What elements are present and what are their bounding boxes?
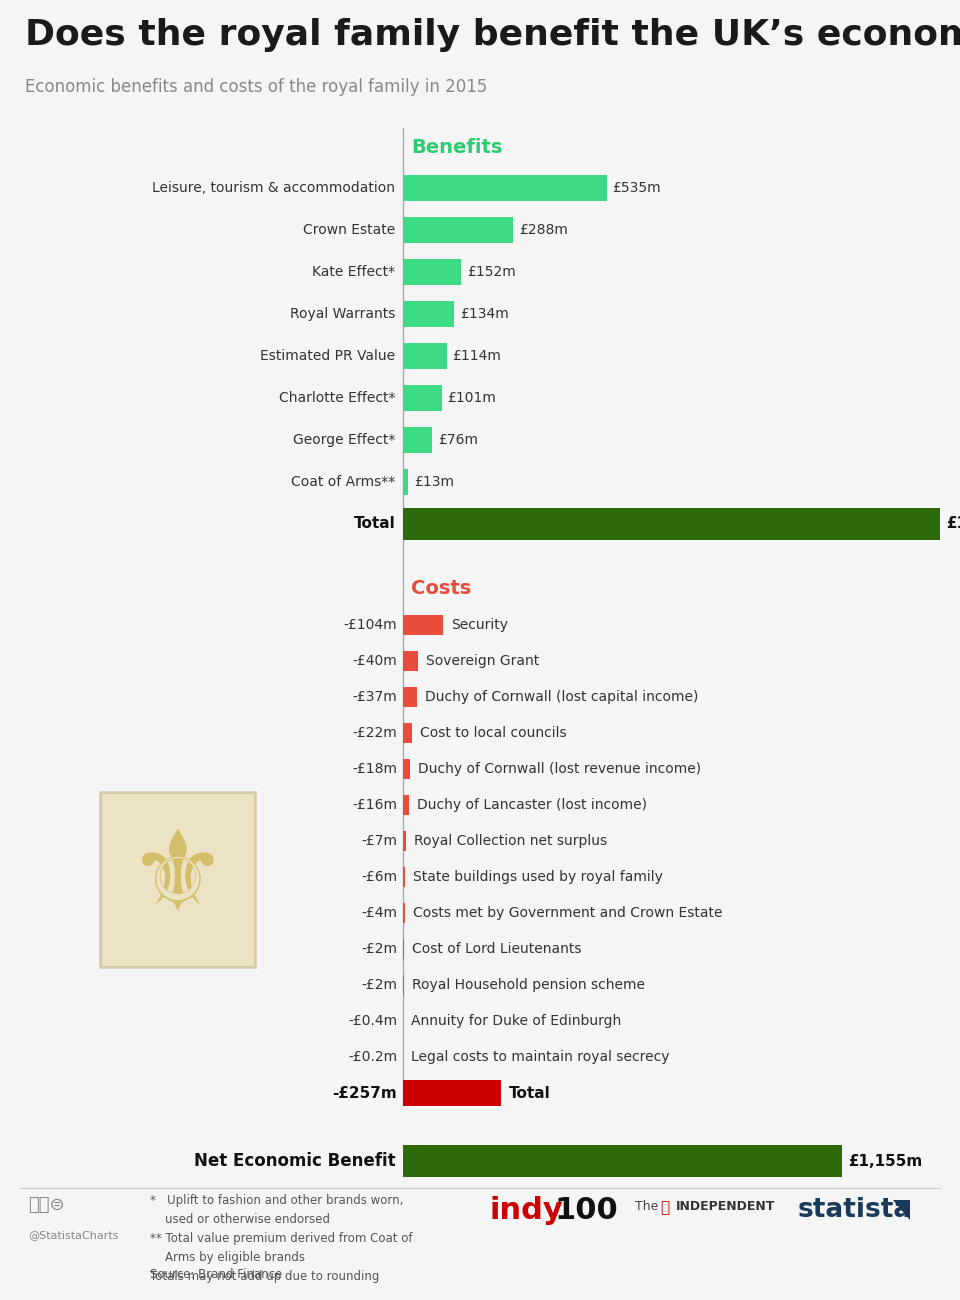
Text: -£104m: -£104m xyxy=(344,618,397,632)
Text: Royal Collection net surplus: Royal Collection net surplus xyxy=(414,835,607,848)
Bar xyxy=(403,796,409,815)
Text: Source: Brand Finance: Source: Brand Finance xyxy=(150,1268,282,1280)
Text: Costs met by Government and Crown Estate: Costs met by Government and Crown Estate xyxy=(413,906,722,920)
Text: Charlotte Effect*: Charlotte Effect* xyxy=(278,391,396,406)
Text: Royal Household pension scheme: Royal Household pension scheme xyxy=(412,978,645,992)
Text: Costs: Costs xyxy=(411,578,471,598)
Text: Total: Total xyxy=(353,516,396,532)
Text: Crown Estate: Crown Estate xyxy=(303,224,396,237)
Text: *   Uplift to fashion and other brands worn,
    used or otherwise endorsed
** T: * Uplift to fashion and other brands wor… xyxy=(150,1193,413,1283)
Bar xyxy=(403,615,443,634)
Text: ⚜: ⚜ xyxy=(128,826,228,932)
Text: £13m: £13m xyxy=(414,474,454,489)
Text: £288m: £288m xyxy=(518,224,567,237)
Text: Estimated PR Value: Estimated PR Value xyxy=(260,348,396,363)
Text: £76m: £76m xyxy=(438,433,478,447)
Text: £535m: £535m xyxy=(612,181,661,195)
Text: £1,412m: £1,412m xyxy=(946,516,960,532)
Text: Duchy of Cornwall (lost revenue income): Duchy of Cornwall (lost revenue income) xyxy=(418,762,701,776)
Text: -£4m: -£4m xyxy=(361,906,397,920)
Text: £134m: £134m xyxy=(460,307,509,321)
Text: Cost to local councils: Cost to local councils xyxy=(420,725,566,740)
Text: Total: Total xyxy=(509,1086,551,1101)
Text: Coat of Arms**: Coat of Arms** xyxy=(291,474,396,489)
Text: statista: statista xyxy=(798,1197,912,1223)
Text: -£7m: -£7m xyxy=(361,835,397,848)
Bar xyxy=(403,343,446,369)
Text: Annuity for Duke of Edinburgh: Annuity for Duke of Edinburgh xyxy=(411,1014,622,1028)
Bar xyxy=(403,508,940,540)
Text: Sovereign Grant: Sovereign Grant xyxy=(426,654,540,668)
Bar xyxy=(403,759,410,779)
Text: The: The xyxy=(635,1200,659,1213)
Text: £114m: £114m xyxy=(452,348,501,363)
Bar xyxy=(403,176,607,202)
Text: -£37m: -£37m xyxy=(352,690,397,705)
Bar xyxy=(403,385,442,411)
Text: Cost of Lord Lieutenants: Cost of Lord Lieutenants xyxy=(412,942,582,956)
Bar xyxy=(403,1145,842,1176)
Text: Economic benefits and costs of the royal family in 2015: Economic benefits and costs of the royal… xyxy=(25,78,488,96)
Bar xyxy=(403,723,412,744)
Text: Security: Security xyxy=(451,618,508,632)
Text: -£40m: -£40m xyxy=(352,654,397,668)
Text: -£0.4m: -£0.4m xyxy=(348,1014,397,1028)
Bar xyxy=(403,831,406,852)
Text: -£6m: -£6m xyxy=(361,870,397,884)
Bar xyxy=(100,792,255,966)
Text: Benefits: Benefits xyxy=(411,138,503,157)
Polygon shape xyxy=(893,1200,910,1219)
Bar xyxy=(403,302,454,328)
Text: @StatistaCharts: @StatistaCharts xyxy=(28,1230,118,1240)
Text: £101m: £101m xyxy=(447,391,496,406)
Text: Leisure, tourism & accommodation: Leisure, tourism & accommodation xyxy=(153,181,396,195)
Bar xyxy=(403,217,513,243)
Text: INDEPENDENT: INDEPENDENT xyxy=(676,1200,776,1213)
Text: Ⓢ: Ⓢ xyxy=(660,1200,669,1216)
Text: 100: 100 xyxy=(554,1196,617,1225)
Text: -£0.2m: -£0.2m xyxy=(348,1050,397,1063)
Text: indy: indy xyxy=(490,1196,564,1225)
Text: Net Economic Benefit: Net Economic Benefit xyxy=(194,1152,396,1170)
Text: -£257m: -£257m xyxy=(332,1086,397,1101)
Text: State buildings used by royal family: State buildings used by royal family xyxy=(414,870,663,884)
Bar xyxy=(403,651,419,671)
Bar xyxy=(403,426,432,452)
Text: Legal costs to maintain royal secrecy: Legal costs to maintain royal secrecy xyxy=(411,1050,670,1063)
Text: Does the royal family benefit the UK’s economy?: Does the royal family benefit the UK’s e… xyxy=(25,18,960,52)
Text: Ⓒⓘ⊜: Ⓒⓘ⊜ xyxy=(28,1196,64,1214)
Text: Royal Warrants: Royal Warrants xyxy=(290,307,396,321)
Bar xyxy=(403,903,405,923)
Text: -£18m: -£18m xyxy=(352,762,397,776)
Text: -£16m: -£16m xyxy=(352,798,397,812)
Text: -£2m: -£2m xyxy=(361,942,397,956)
Text: £1,155m: £1,155m xyxy=(849,1153,923,1169)
Text: Duchy of Cornwall (lost capital income): Duchy of Cornwall (lost capital income) xyxy=(425,690,699,705)
Bar xyxy=(403,1080,501,1106)
Text: George Effect*: George Effect* xyxy=(293,433,396,447)
Text: £152m: £152m xyxy=(467,265,516,280)
Bar xyxy=(403,469,408,495)
Text: Duchy of Lancaster (lost income): Duchy of Lancaster (lost income) xyxy=(418,798,647,812)
Text: -£2m: -£2m xyxy=(361,978,397,992)
Bar xyxy=(403,686,418,707)
Text: -£22m: -£22m xyxy=(352,725,397,740)
Text: Kate Effect*: Kate Effect* xyxy=(312,265,396,280)
Bar xyxy=(403,259,461,285)
Bar xyxy=(403,867,405,887)
